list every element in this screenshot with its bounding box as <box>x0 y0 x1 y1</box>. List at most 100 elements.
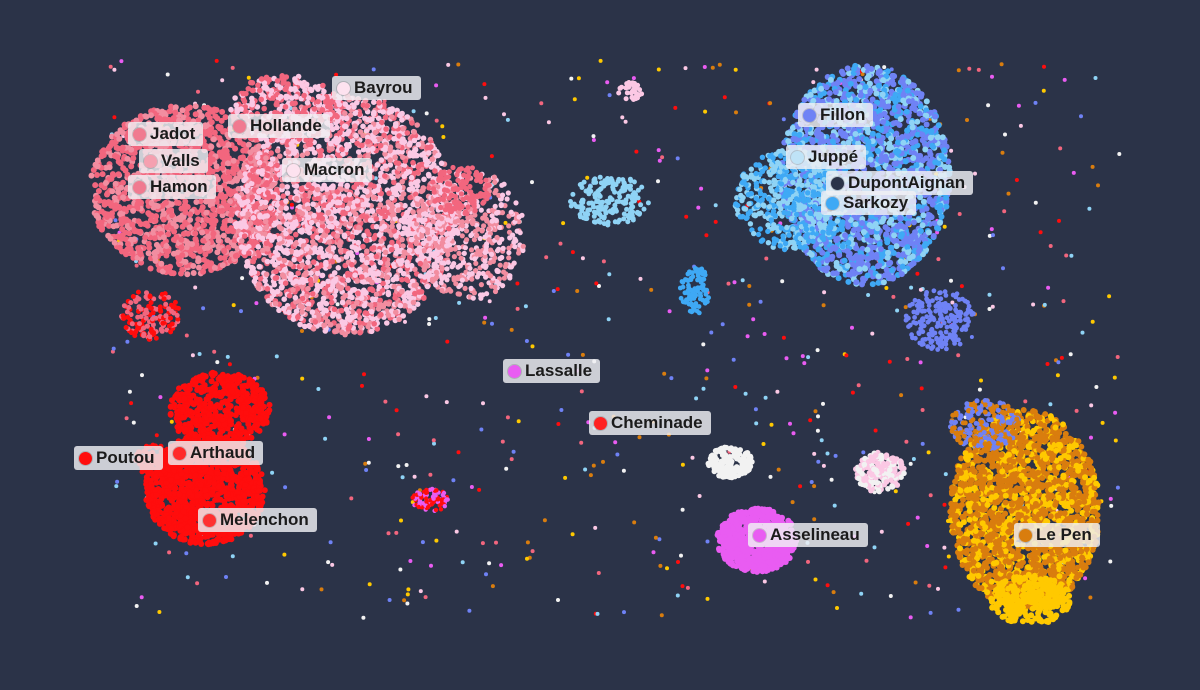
map-point <box>338 307 345 314</box>
map-point <box>248 533 253 538</box>
map-point <box>343 197 349 203</box>
map-point <box>808 418 813 423</box>
map-point <box>325 203 332 210</box>
map-point <box>594 281 599 286</box>
map-point <box>245 141 252 148</box>
map-point <box>406 587 411 592</box>
map-point <box>115 189 122 196</box>
map-point <box>1108 559 1113 564</box>
map-point <box>680 507 685 512</box>
map-point <box>956 353 961 358</box>
map-point <box>364 102 371 109</box>
map-point <box>151 235 158 242</box>
map-point <box>355 290 361 297</box>
map-point <box>278 245 284 252</box>
map-point <box>104 190 111 196</box>
map-point <box>856 383 861 388</box>
map-point <box>422 155 429 162</box>
map-point <box>1064 253 1069 258</box>
map-point <box>287 261 294 267</box>
map-point <box>159 327 165 333</box>
map-point <box>505 415 510 420</box>
map-point <box>1115 485 1120 490</box>
map-point <box>908 615 913 620</box>
map-point <box>591 138 596 142</box>
map-point <box>405 226 411 233</box>
map-point <box>407 215 414 221</box>
map-point <box>190 263 197 269</box>
map-point <box>227 217 234 224</box>
map-point <box>1006 191 1011 196</box>
map-point <box>915 271 920 276</box>
map-point <box>209 156 216 163</box>
map-point <box>762 579 767 584</box>
map-point <box>372 138 378 144</box>
map-point <box>424 144 431 151</box>
map-point <box>662 371 667 376</box>
map-point <box>136 325 141 331</box>
map-point <box>179 223 186 230</box>
map-point <box>208 143 215 150</box>
map-point <box>1041 88 1046 93</box>
map-point <box>232 176 239 183</box>
map-point <box>360 123 366 130</box>
map-point <box>864 558 869 563</box>
map-point <box>418 253 425 259</box>
map-point <box>250 215 257 221</box>
map-point <box>305 205 312 212</box>
map-point <box>312 319 319 325</box>
map-point <box>128 300 134 306</box>
map-point <box>167 550 172 555</box>
map-point <box>806 559 810 564</box>
map-point <box>399 288 405 295</box>
map-point <box>367 217 374 223</box>
map-point <box>913 580 918 585</box>
map-point <box>287 239 294 245</box>
map-point <box>264 246 271 252</box>
map-point <box>384 274 391 281</box>
map-point <box>776 467 781 472</box>
map-point <box>276 224 283 230</box>
map-point <box>225 141 232 148</box>
map-point <box>376 208 382 215</box>
map-point <box>906 521 911 526</box>
map-point <box>381 256 388 263</box>
map-point <box>371 99 377 105</box>
map-point <box>942 502 947 507</box>
map-point <box>380 109 387 115</box>
map-point <box>160 320 166 326</box>
map-point <box>371 245 377 251</box>
map-point <box>244 259 251 265</box>
map-point <box>215 123 222 130</box>
map-point <box>185 575 190 580</box>
map-point <box>1048 402 1053 407</box>
map-point <box>373 223 380 230</box>
map-point <box>406 141 413 148</box>
map-point <box>747 284 752 288</box>
map-point <box>319 587 324 592</box>
map-point <box>405 592 410 597</box>
map-point <box>329 258 336 265</box>
map-point <box>396 223 402 229</box>
map-point <box>516 419 521 424</box>
map-point <box>816 459 821 464</box>
map-point <box>389 114 395 120</box>
map-point <box>791 431 796 436</box>
map-point <box>606 317 611 322</box>
map-point <box>393 309 399 316</box>
map-point <box>274 251 281 258</box>
map-point <box>373 253 380 260</box>
map-point <box>887 359 892 364</box>
map-point <box>187 216 194 223</box>
map-point <box>255 220 261 226</box>
map-point <box>285 212 292 218</box>
map-point <box>373 176 378 181</box>
map-point <box>701 342 706 347</box>
map-point <box>556 422 561 426</box>
map-point <box>404 463 409 467</box>
map-point <box>292 241 299 247</box>
map-point <box>193 285 198 290</box>
map-point <box>372 129 379 136</box>
map-point <box>734 110 738 115</box>
map-point <box>105 232 112 239</box>
